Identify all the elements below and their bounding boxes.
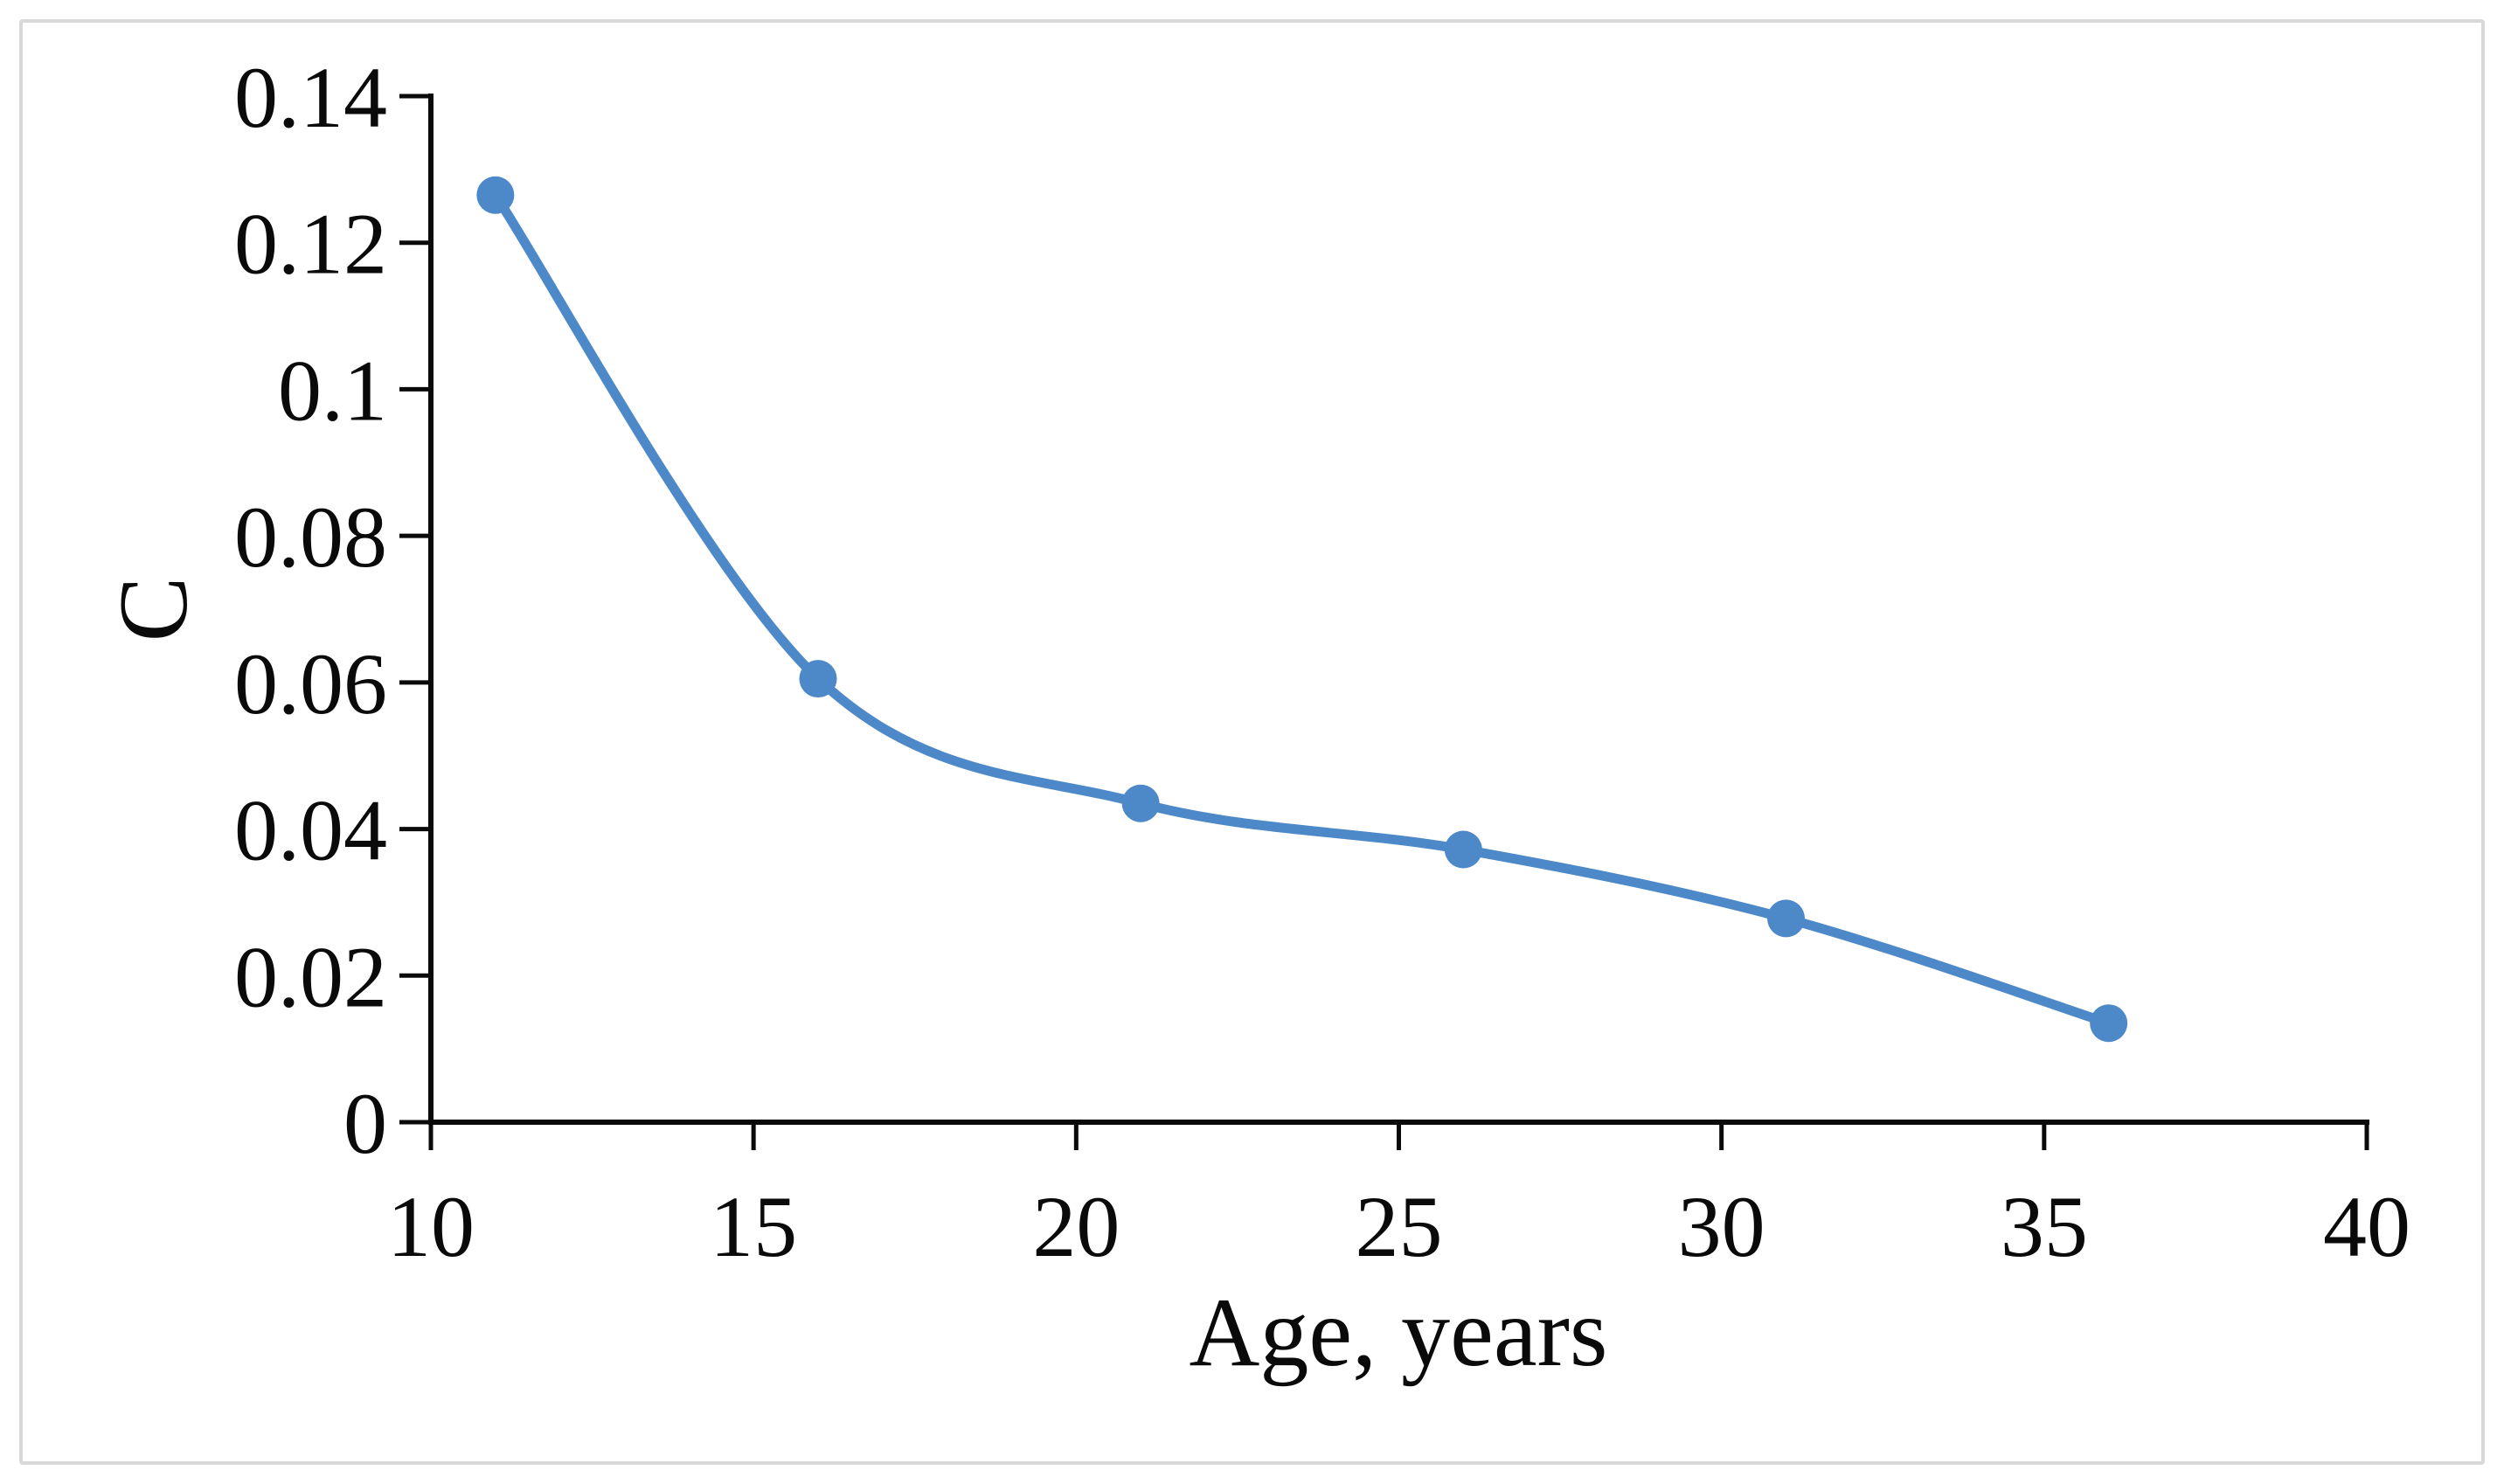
data-point-marker [1767,899,1805,938]
y-tick-label: 0.02 [234,928,387,1025]
x-tick-label: 25 [1356,1178,1443,1275]
data-point-marker [799,660,837,698]
y-tick-label: 0.08 [234,489,387,586]
data-point-marker [476,176,515,214]
series-line [490,190,2114,1029]
x-tick-label: 15 [710,1178,797,1275]
data-point-marker [1121,784,1160,822]
x-tick-label: 35 [2001,1178,2088,1275]
plot-area: 0 0.02 0.04 0.06 0.08 0.1 0.12 0.14 10 15 20 25 30 35… [234,49,2410,1275]
x-axis-title: Age, years [1190,1279,1608,1387]
y-tick-label: 0.14 [234,49,387,146]
y-tick-label: 0.12 [234,196,387,293]
x-tick-label: 10 [387,1178,475,1275]
y-tick-label: 0 [343,1075,387,1172]
data-point-marker [2090,1004,2128,1043]
y-axis-title: C [100,577,208,642]
data-point-marker [1444,830,1482,869]
x-tick-label: 40 [2323,1178,2410,1275]
y-tick-label: 0.04 [234,782,387,879]
y-tick-label: 0.06 [234,635,387,732]
x-tick-label: 30 [1678,1178,1765,1275]
x-tick-label: 20 [1032,1178,1120,1275]
y-tick-label: 0.1 [278,342,387,439]
